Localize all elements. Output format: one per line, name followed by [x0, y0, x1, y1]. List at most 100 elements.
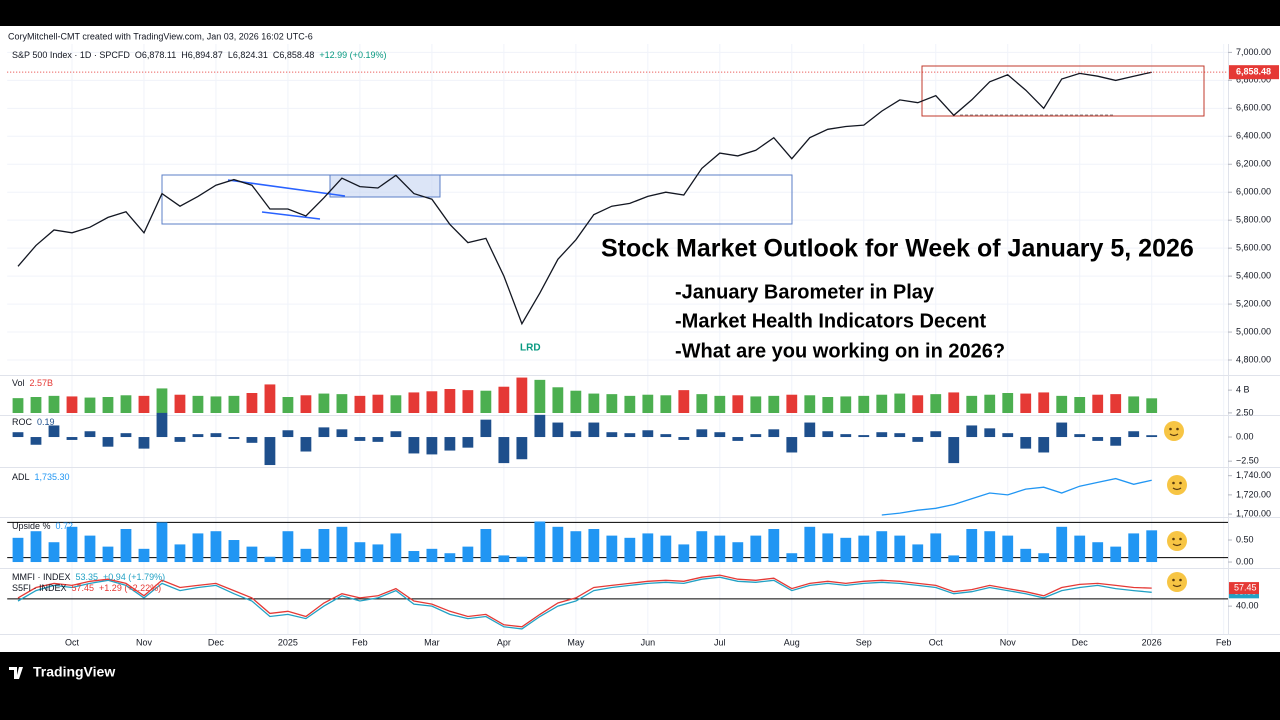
- bar: [516, 437, 528, 460]
- y-tick-label: 5,800.00: [1236, 215, 1271, 225]
- bar: [588, 393, 600, 413]
- bar: [912, 395, 924, 413]
- x-tick-label: Nov: [1000, 637, 1017, 647]
- roc-legend: ROC 0.19: [12, 417, 55, 427]
- bar: [1092, 437, 1104, 441]
- bar: [804, 526, 816, 563]
- bar: [336, 526, 348, 563]
- bar: [1092, 394, 1104, 413]
- pane-name: Upside %: [12, 521, 51, 531]
- bar: [48, 395, 60, 413]
- bar: [930, 431, 942, 438]
- pane-separators: [0, 44, 1280, 635]
- pane-name: ROC: [12, 417, 33, 427]
- bar: [534, 379, 546, 413]
- line: [881, 477, 1152, 516]
- bar: [156, 522, 168, 563]
- bar: [552, 387, 564, 413]
- bar: [858, 435, 870, 438]
- bar: [732, 542, 744, 563]
- bar: [300, 548, 312, 563]
- smiley: [1167, 475, 1187, 495]
- adl-legend: ADL 1,735.30: [12, 472, 70, 482]
- last-price-box: [1229, 65, 1279, 80]
- bar: [390, 431, 402, 438]
- y-tick-label: 4,800.00: [1236, 354, 1271, 364]
- bar: [246, 393, 258, 413]
- bar: [1146, 398, 1158, 413]
- bar: [66, 437, 78, 440]
- bar: [786, 553, 798, 563]
- bar: [696, 531, 708, 563]
- overlay-title: Stock Market Outlook for Week of January…: [601, 235, 1194, 263]
- value-box: [1229, 582, 1259, 595]
- bar: [102, 437, 114, 447]
- bar: [228, 395, 240, 413]
- bar: [660, 395, 672, 413]
- bar: [786, 394, 798, 413]
- bar: [498, 437, 510, 464]
- bar: [624, 433, 636, 438]
- pane-name: ADL: [12, 472, 30, 482]
- bar: [894, 393, 906, 413]
- pane-name: S5FI · INDEX: [12, 583, 67, 593]
- bar: [768, 429, 780, 438]
- bar: [912, 544, 924, 563]
- bar: [1020, 548, 1032, 563]
- y-tick-label: 7,000.00: [1236, 47, 1271, 57]
- bar: [768, 395, 780, 413]
- bar: [966, 425, 978, 438]
- x-tick-label: Mar: [424, 637, 440, 647]
- pane-value: 0.19: [37, 417, 55, 427]
- bar: [372, 544, 384, 563]
- change: +0.94 (+1.79%): [103, 572, 165, 582]
- bar: [156, 412, 168, 438]
- bar: [1074, 434, 1086, 438]
- bar: [30, 437, 42, 445]
- bar: [408, 392, 420, 413]
- bar: [84, 397, 96, 413]
- line: [17, 71, 1152, 326]
- bar: [138, 395, 150, 413]
- bar: [822, 533, 834, 563]
- bar: [300, 437, 312, 452]
- bar: [282, 531, 294, 563]
- bar: [714, 395, 726, 413]
- bar: [894, 535, 906, 563]
- bar: [30, 531, 42, 563]
- line: [17, 574, 1152, 628]
- bar: [12, 537, 24, 563]
- bar: [840, 434, 852, 438]
- bar: [354, 542, 366, 563]
- bar: [12, 432, 24, 438]
- bar: [1020, 437, 1032, 449]
- bar: [498, 386, 510, 413]
- bar: [174, 544, 186, 563]
- bar: [1110, 437, 1122, 446]
- bar: [858, 395, 870, 413]
- bar: [498, 555, 510, 563]
- value-box-label: 57.45: [1234, 582, 1257, 592]
- bar: [930, 394, 942, 413]
- bar: [1128, 533, 1140, 563]
- bar: [606, 535, 618, 563]
- x-tick-label: May: [567, 637, 585, 647]
- bar: [534, 521, 546, 563]
- bar: [714, 432, 726, 438]
- bar: [948, 555, 960, 563]
- bar: [1056, 526, 1068, 563]
- bar: [984, 394, 996, 413]
- bar: [606, 432, 618, 438]
- brand-logo: [9, 667, 23, 679]
- bar: [354, 395, 366, 413]
- bar: [84, 535, 96, 563]
- bar: [66, 526, 78, 563]
- y-tick-label: 5,600.00: [1236, 243, 1271, 253]
- bar: [678, 544, 690, 563]
- ohlc: O6,878.11: [135, 50, 176, 60]
- bar: [804, 422, 816, 438]
- bar: [876, 432, 888, 438]
- last-price-label: 6,858.48: [1236, 67, 1271, 77]
- bar: [444, 553, 456, 563]
- x-tick-label: Apr: [497, 637, 511, 647]
